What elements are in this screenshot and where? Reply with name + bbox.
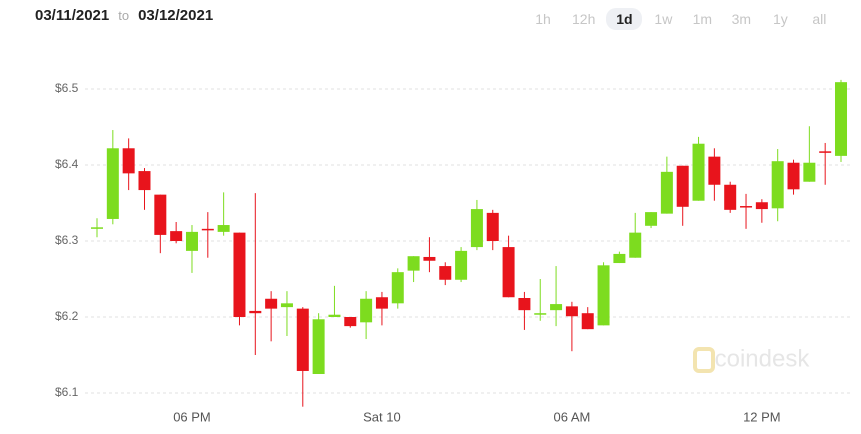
watermark: coindesk (715, 345, 811, 372)
to-date[interactable]: 03/12/2021 (138, 7, 214, 24)
x-tick-label: Sat 10 (363, 409, 401, 424)
candle-body (455, 250, 468, 280)
to-label: to (118, 8, 130, 23)
range-button[interactable]: 1m (692, 11, 713, 27)
candle-body (360, 298, 373, 323)
candle-body (819, 151, 832, 153)
x-tick-label: 12 PM (743, 409, 781, 424)
candle-body (122, 148, 135, 174)
candle-body (423, 256, 436, 261)
candle-body (217, 225, 230, 232)
candle-body (708, 156, 721, 185)
y-tick-label: $6.2 (55, 309, 79, 323)
candle-body (154, 194, 167, 235)
candle-body (344, 317, 357, 327)
candle-body (486, 212, 499, 241)
candle-body (597, 265, 610, 326)
y-tick-label: $6.5 (55, 81, 79, 95)
candle-body (581, 313, 594, 330)
candle-body (106, 148, 119, 219)
candle-body (439, 266, 452, 280)
candle-body (771, 161, 784, 209)
y-tick-label: $6.1 (55, 385, 79, 399)
range-button[interactable]: 1w (654, 11, 673, 27)
candle-body (185, 231, 198, 251)
candle-body (645, 212, 658, 226)
candle-body (518, 298, 531, 311)
range-button[interactable]: all (812, 11, 827, 27)
candle-body (391, 272, 404, 304)
candle-body (407, 256, 420, 271)
x-tick-label: 06 PM (173, 409, 211, 424)
candle-body (660, 171, 673, 214)
candle-body (565, 306, 578, 317)
candle-body (296, 308, 309, 371)
range-selector: 1h 12h 1d 1w 1m 3m 1y all (525, 8, 837, 30)
x-tick-label: 06 AM (553, 409, 590, 424)
y-tick-label: $6.4 (55, 157, 79, 171)
range-button[interactable]: 12h (572, 11, 596, 27)
candle-body (470, 209, 483, 248)
candle-body (312, 319, 325, 374)
candle-body (249, 310, 262, 314)
candle-body (803, 162, 816, 182)
candle-body (91, 227, 103, 229)
watermark-logo (693, 347, 715, 373)
candle-body (755, 202, 768, 210)
candle-body (233, 232, 246, 317)
y-tick-label: $6.3 (55, 233, 79, 247)
range-button[interactable]: 1y (772, 11, 788, 27)
candle-body (787, 162, 800, 190)
candle-body (280, 303, 293, 308)
date-range: 03/11/2021 to 03/12/2021 (35, 7, 213, 24)
candle-body (201, 228, 214, 231)
candle-body (265, 298, 278, 309)
candle-body (170, 231, 183, 241)
candle-body (835, 82, 848, 156)
from-date[interactable]: 03/11/2021 (35, 7, 110, 24)
candle-body (534, 313, 547, 315)
candle-body (138, 171, 151, 191)
candle-body (613, 253, 626, 264)
candle-body (375, 297, 388, 309)
range-button[interactable]: 1d (606, 8, 643, 30)
candle-body (629, 232, 642, 258)
candle-body (328, 314, 341, 317)
candle-body (502, 247, 515, 298)
range-button[interactable]: 1h (535, 11, 551, 27)
range-button[interactable]: 3m (731, 11, 752, 27)
candle-body (740, 206, 753, 208)
candle-body (724, 184, 737, 210)
candle-body (676, 165, 689, 207)
candle-body (692, 143, 705, 201)
candle-body (550, 304, 563, 311)
